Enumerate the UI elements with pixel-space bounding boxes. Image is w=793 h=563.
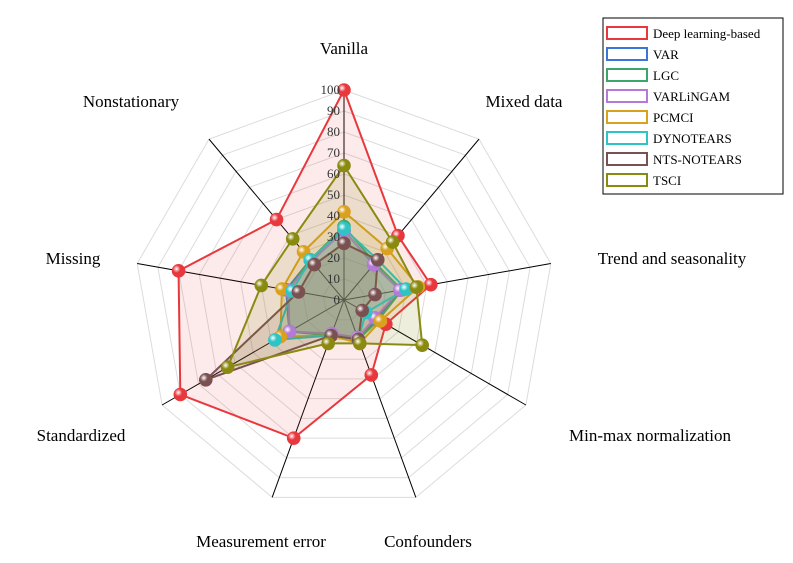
legend-label-deep-learning-based: Deep learning-based	[653, 26, 761, 41]
point-tsci-nonstationary	[285, 232, 300, 246]
point-nts-notears-missing	[291, 285, 306, 299]
point-tsci-missing	[254, 278, 269, 293]
tick-label-0: 0	[334, 292, 341, 307]
legend-swatch-lgc	[606, 68, 648, 82]
legend-swatch-deep-learning-based	[606, 26, 648, 40]
legend-swatch-varlingam	[606, 89, 648, 103]
tick-label-60: 60	[327, 166, 340, 181]
point-tsci-trend-and-seasonality	[409, 280, 424, 295]
legend-label-lgc: LGC	[653, 68, 679, 83]
point-deep-learning-based-confounders	[364, 368, 379, 382]
point-tsci-vanilla	[337, 158, 351, 173]
legend-label-pcmci: PCMCI	[653, 110, 693, 125]
axis-label-min-max-normalization: Min-max normalization	[569, 426, 731, 445]
series-pcmci-area	[279, 210, 420, 345]
axis-label-trend-and-seasonality: Trend and seasonality	[598, 249, 747, 268]
point-tsci-confounders	[353, 336, 367, 351]
grid-ring-80	[178, 131, 510, 459]
series-deep-learning-based-area	[177, 87, 433, 440]
point-deep-learning-based-trend-and-seasonality	[424, 277, 438, 292]
radial-ticks: 0 10 20 30 40 50 60 70 80 90 100	[321, 82, 341, 307]
tick-label-30: 30	[327, 229, 340, 244]
grid-ring-70	[198, 152, 490, 439]
point-tsci-min-max-normalization	[415, 338, 430, 352]
spoke-missing	[137, 263, 345, 301]
point-nts-notears-mixed-data	[370, 252, 385, 267]
radar-spokes	[137, 90, 551, 498]
grid-ring-50	[240, 194, 448, 400]
axis-label-mixed-data: Mixed data	[486, 92, 563, 111]
grid-ring-90	[157, 110, 531, 479]
spoke-mixed-data	[343, 138, 480, 301]
point-nts-notears-standardized	[198, 372, 213, 387]
tick-label-80: 80	[327, 124, 340, 139]
legend-swatch-var	[606, 47, 648, 61]
legend: Deep learning-based VAR LGC VARLiNGAM PCMCI D…	[602, 17, 784, 195]
point-deep-learning-based-missing	[171, 264, 186, 278]
radar-grid	[136, 89, 552, 498]
legend-label-dynotears: DYNOTEARS	[653, 131, 732, 146]
grid-ring-100	[136, 89, 552, 498]
point-dynotears-standardized	[268, 333, 282, 347]
point-dynotears-vanilla	[337, 221, 351, 236]
axis-label-measurement-error: Measurement error	[196, 532, 326, 551]
point-deep-learning-based-vanilla	[337, 83, 351, 97]
grid-ring-60	[219, 173, 469, 419]
tick-label-40: 40	[327, 208, 340, 223]
point-pcmci-min-max-normalization	[373, 314, 388, 328]
grid-ring-10	[322, 278, 366, 321]
axis-label-nonstationary: Nonstationary	[83, 92, 180, 111]
point-nts-notears-min-max-normalization	[355, 303, 369, 318]
spoke-standardized	[161, 299, 345, 406]
legend-swatch-pcmci	[606, 110, 648, 124]
point-nts-notears-trend-and-seasonality	[368, 287, 382, 302]
legend-swatch-tsci	[606, 173, 648, 187]
axis-label-standardized: Standardized	[37, 426, 126, 445]
axis-labels: Vanilla Mixed data Trend and seasonality Mi…	[37, 39, 747, 551]
series-nts-notears-area	[205, 242, 379, 381]
tick-label-10: 10	[327, 271, 340, 286]
point-tsci-mixed-data	[385, 235, 400, 249]
legend-box	[602, 17, 784, 195]
axis-label-missing: Missing	[46, 249, 101, 268]
axis-label-confounders: Confounders	[384, 532, 472, 551]
tick-label-20: 20	[327, 250, 340, 265]
legend-label-tsci: TSCI	[653, 173, 681, 188]
radar-series	[171, 83, 438, 445]
tick-label-100: 100	[321, 82, 341, 97]
legend-label-nts-notears: NTS-NOTEARS	[653, 152, 742, 167]
point-pcmci-vanilla	[337, 205, 351, 219]
point-tsci-standardized	[220, 360, 235, 375]
tick-label-70: 70	[327, 145, 340, 160]
tick-label-90: 90	[327, 103, 340, 118]
legend-swatch-dynotears	[606, 131, 648, 145]
grid-ring-40	[260, 215, 428, 380]
axis-label-vanilla: Vanilla	[320, 39, 369, 58]
legend-swatch-nts-notears	[606, 152, 648, 166]
point-nts-notears-nonstationary	[307, 257, 322, 272]
point-deep-learning-based-nonstationary	[269, 212, 284, 227]
point-nts-notears-vanilla	[337, 236, 351, 251]
tick-label-50: 50	[327, 187, 340, 202]
point-deep-learning-based-measurement-error	[286, 431, 301, 445]
legend-label-varlingam: VARLiNGAM	[653, 89, 730, 104]
legend-label-var: VAR	[653, 47, 679, 62]
point-deep-learning-based-standardized	[173, 387, 188, 402]
point-tsci-measurement-error	[321, 336, 335, 351]
